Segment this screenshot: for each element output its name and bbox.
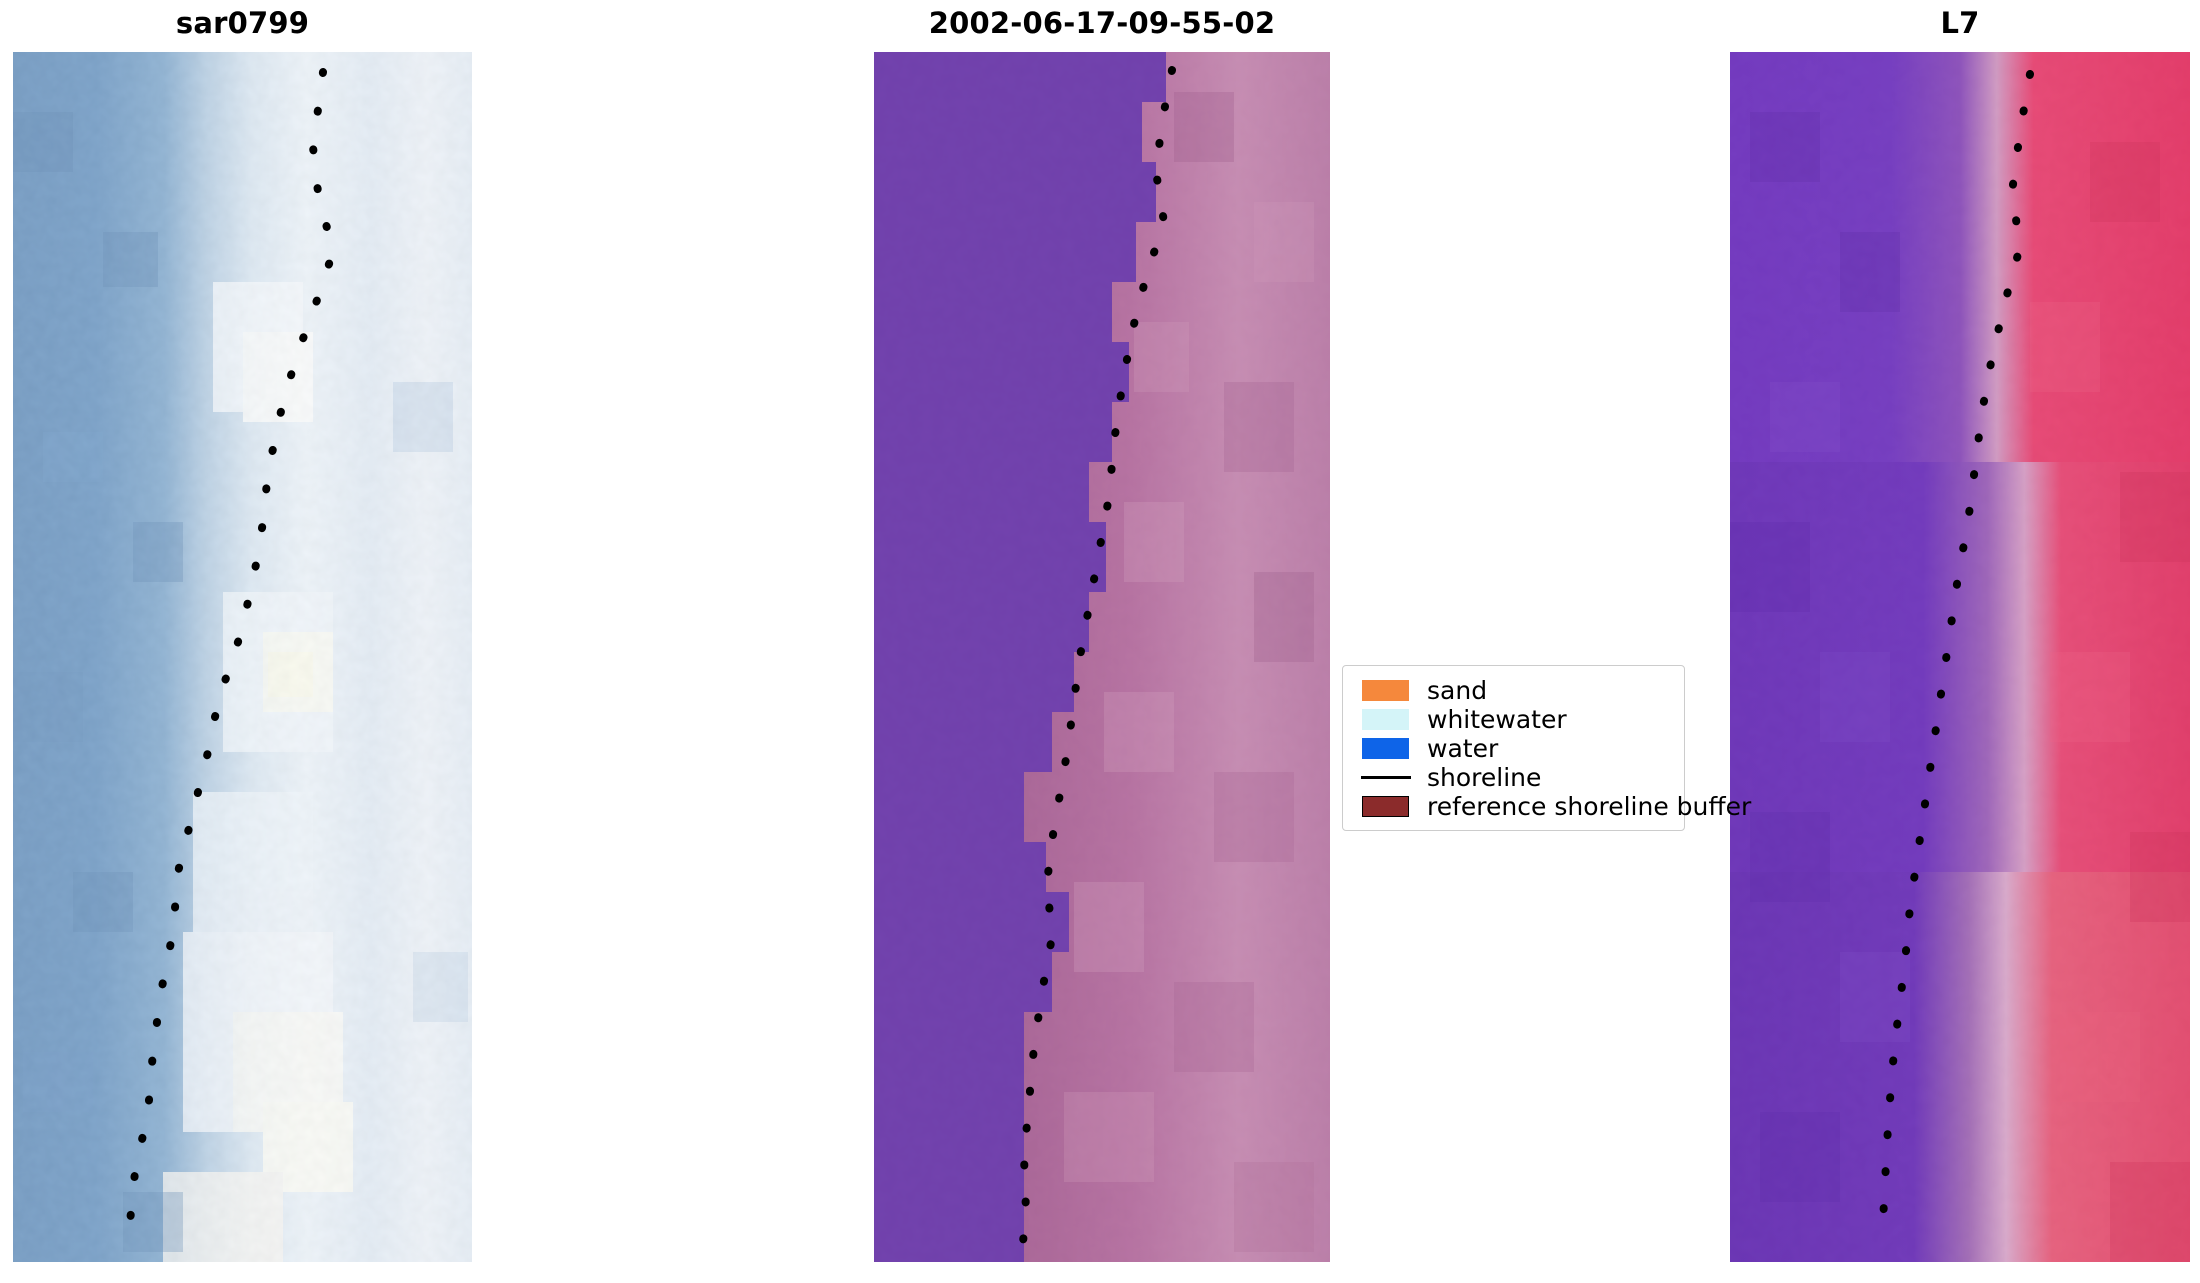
sand-swatch-icon (1354, 676, 1417, 705)
legend-label-shoreline: shoreline (1427, 763, 1542, 792)
shoreline-dotted-path (124, 68, 338, 1246)
classification-canvas (874, 52, 1330, 1262)
legend-label-water: water (1427, 734, 1499, 763)
l7-image-canvas (1730, 52, 2190, 1262)
sar-image-canvas (13, 52, 472, 1262)
legend-label-sand: sand (1427, 676, 1488, 705)
shoreline-dotted-path (1878, 70, 2034, 1246)
panel-title-classification: 2002-06-17-09-55-02 (928, 6, 1276, 40)
legend-label-reference-shoreline-buffer: reference shoreline buffer (1427, 792, 1752, 821)
panel-title-sar: sar0799 (175, 6, 310, 40)
whitewater-swatch-icon (1354, 705, 1417, 734)
legend-box: sand whitewater water shoreline referenc (1342, 665, 1751, 831)
panel-title-l7: L7 (1940, 6, 1980, 40)
legend-item-water: water (1354, 734, 1673, 763)
panel-l7-image[interactable] (1730, 52, 2190, 1262)
reference-buffer-swatch-icon (1354, 792, 1417, 821)
shoreline-line-icon (1354, 763, 1417, 792)
legend-item-sand: sand (1354, 676, 1673, 705)
legend-label-whitewater: whitewater (1427, 705, 1567, 734)
legend-item-shoreline: shoreline (1354, 763, 1673, 792)
legend-item-reference-shoreline-buffer: reference shoreline buffer (1354, 792, 1751, 821)
panel-sar-image[interactable] (13, 52, 472, 1262)
panel-classification-image[interactable] (874, 52, 1330, 1262)
legend-item-whitewater: whitewater (1354, 705, 1673, 734)
water-swatch-icon (1354, 734, 1417, 763)
